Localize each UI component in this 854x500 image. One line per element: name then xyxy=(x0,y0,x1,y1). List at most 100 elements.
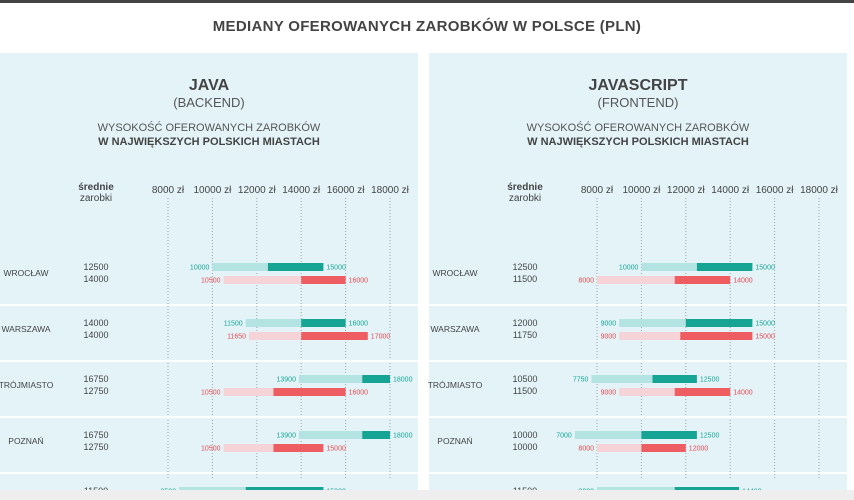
backend-min-bar xyxy=(298,375,363,383)
backend-min-bar xyxy=(641,263,697,271)
average-backend-value: 12000 xyxy=(512,318,537,328)
frontend-min-bar xyxy=(223,444,274,452)
axis-tick-label: 12000 zł xyxy=(667,185,706,196)
city-label: WARSZAWA xyxy=(430,324,479,334)
frontend-min-bar xyxy=(597,444,642,452)
panel-subtitle: (FRONTEND) xyxy=(597,95,679,110)
java-salary-chart: 8000 zł 10000 zł 12000 zł 14000 zł 16000 zł 1… xyxy=(0,185,418,500)
frontend-max-bar xyxy=(674,388,731,396)
average-frontend-value: 11750 xyxy=(513,330,537,340)
axis-tick-label: 14000 zł xyxy=(282,185,321,196)
average-backend-value: 16750 xyxy=(83,374,108,384)
backend-min-label: 11500 xyxy=(224,321,243,328)
frontend-min-label: 9000 xyxy=(601,390,617,397)
backend-min-label: 13900 xyxy=(277,377,297,384)
frontend-min-label: 9000 xyxy=(601,334,617,341)
average-backend-value: 12500 xyxy=(512,262,537,272)
backend-max-label: 15000 xyxy=(755,265,775,272)
backend-max-label: 12500 xyxy=(700,377,720,384)
city-label: WARSZAWA xyxy=(1,324,50,334)
frontend-max-label: 17000 xyxy=(371,334,391,341)
frontend-max-bar xyxy=(301,332,368,340)
frontend-max-bar xyxy=(674,276,731,284)
average-column-header: średnie zarobki xyxy=(495,182,555,204)
frontend-min-bar xyxy=(619,332,681,340)
backend-max-bar xyxy=(362,431,390,439)
axis-tick-label: 16000 zł xyxy=(327,185,366,196)
average-backend-value: 10500 xyxy=(512,374,537,384)
backend-min-label: 10000 xyxy=(190,265,210,272)
average-backend-value: 10000 xyxy=(512,430,537,440)
axis-tick-label: 16000 zł xyxy=(756,185,795,196)
page-title: MEDIANY OFEROWANYCH ZAROBKÓW W POLSCE (P… xyxy=(212,18,642,35)
frontend-max-label: 14000 xyxy=(733,390,753,397)
average-frontend-value: 11500 xyxy=(513,274,537,284)
backend-min-bar xyxy=(619,319,686,327)
backend-min-label: 13900 xyxy=(277,433,297,440)
frontend-min-bar xyxy=(223,276,302,284)
backend-max-bar xyxy=(641,431,697,439)
backend-min-bar xyxy=(591,375,653,383)
frontend-max-bar xyxy=(641,444,686,452)
backend-max-label: 12500 xyxy=(700,433,720,440)
backend-min-label: 7750 xyxy=(573,377,589,384)
city-label: WROCŁAW xyxy=(3,268,48,278)
average-frontend-value: 10000 xyxy=(512,442,537,452)
backend-min-label: 10000 xyxy=(619,265,639,272)
frontend-min-label: 8000 xyxy=(578,278,594,285)
bottom-strip xyxy=(0,490,854,500)
backend-min-bar xyxy=(298,431,363,439)
backend-max-label: 15000 xyxy=(326,265,346,272)
average-label-line2: zarobki xyxy=(508,193,542,204)
axis-tick-label: 14000 zł xyxy=(711,185,750,196)
backend-min-label: 9000 xyxy=(601,321,617,328)
average-label-line1: średnie xyxy=(507,182,543,193)
panel-description-line2: W NAJWIĘKSZYCH POLSKICH MIASTACH xyxy=(527,136,749,148)
axis-tick-label: 8000 zł xyxy=(152,185,185,196)
average-frontend-value: 14000 xyxy=(83,274,108,284)
frontend-max-bar xyxy=(680,332,753,340)
average-backend-value: 16750 xyxy=(83,430,108,440)
frontend-min-bar xyxy=(619,388,675,396)
axis-tick-label: 18000 zł xyxy=(371,185,410,196)
average-frontend-value: 11500 xyxy=(513,386,537,396)
average-frontend-value: 12750 xyxy=(83,442,108,452)
axis-tick-label: 10000 zł xyxy=(622,185,661,196)
javascript-panel: JAVASCRIPT (FRONTEND) WYSOKOŚĆ OFEROWANY… xyxy=(428,53,847,500)
backend-max-label: 18000 xyxy=(393,433,413,440)
backend-max-label: 15000 xyxy=(755,321,775,328)
panel-title: JAVA xyxy=(188,77,230,94)
panel-description-line2: W NAJWIĘKSZYCH POLSKICH MIASTACH xyxy=(98,136,320,148)
average-label-line2: zarobki xyxy=(79,193,113,204)
axis-tick-label: 10000 zł xyxy=(193,185,232,196)
frontend-min-bar xyxy=(249,332,302,340)
city-label: WROCŁAW xyxy=(432,268,477,278)
frontend-max-label: 16000 xyxy=(349,390,369,397)
frontend-min-label: 10500 xyxy=(201,446,221,453)
city-label: POZNAŃ xyxy=(437,436,472,446)
panel-description-line1: WYSOKOŚĆ OFEROWANYCH ZAROBKÓW xyxy=(526,122,750,134)
backend-min-bar xyxy=(574,431,642,439)
average-frontend-value: 12750 xyxy=(83,386,108,396)
frontend-min-label: 10500 xyxy=(201,390,221,397)
backend-max-bar xyxy=(301,319,346,327)
panel-title: JAVASCRIPT xyxy=(588,77,688,94)
frontend-max-label: 15000 xyxy=(755,334,775,341)
backend-max-bar xyxy=(267,263,324,271)
frontend-max-label: 16000 xyxy=(349,278,369,285)
backend-max-bar xyxy=(362,375,390,383)
average-backend-value: 14000 xyxy=(83,318,108,328)
frontend-max-bar xyxy=(273,388,346,396)
axis-tick-label: 12000 zł xyxy=(238,185,277,196)
city-label: TRÓJMIASTO xyxy=(428,380,483,390)
frontend-max-bar xyxy=(273,444,324,452)
average-column-header: średnie zarobki xyxy=(66,182,126,204)
average-label-line1: średnie xyxy=(78,182,114,193)
frontend-min-label: 11650 xyxy=(227,334,246,341)
axis-tick-label: 18000 zł xyxy=(800,185,839,196)
panel-description-line1: WYSOKOŚĆ OFEROWANYCH ZAROBKÓW xyxy=(97,122,321,134)
average-frontend-value: 14000 xyxy=(83,330,108,340)
axis-tick-label: 8000 zł xyxy=(581,185,614,196)
javascript-salary-chart: 8000 zł 10000 zł 12000 zł 14000 zł 16000 zł 1… xyxy=(428,185,847,500)
frontend-min-bar xyxy=(597,276,675,284)
